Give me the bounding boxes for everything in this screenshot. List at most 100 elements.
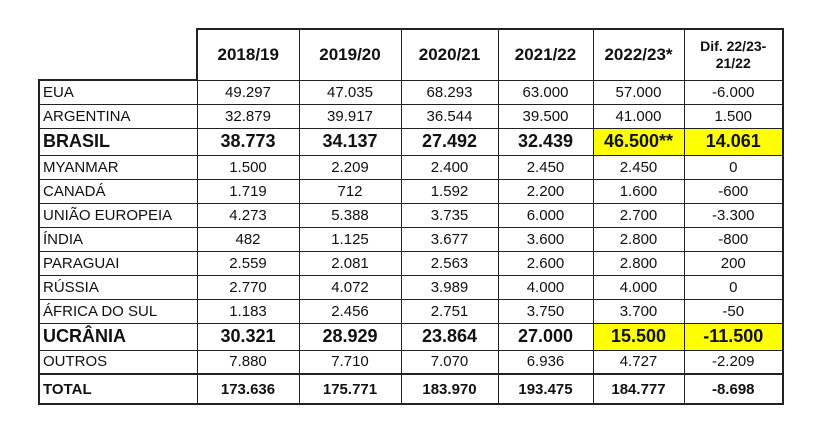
value-cell: 2.600 xyxy=(497,250,594,276)
country-label: ÍNDIA xyxy=(38,226,198,252)
value-cell: -50 xyxy=(683,298,784,324)
value-cell: 2.456 xyxy=(298,298,402,324)
value-cell: 5.388 xyxy=(298,202,402,228)
value-cell: 6.936 xyxy=(497,349,594,375)
value-cell: 2.800 xyxy=(592,226,685,252)
table-row: ÍNDIA 482 1.125 3.677 3.600 2.800 -800 xyxy=(38,226,784,252)
value-cell: 27.492 xyxy=(400,127,499,156)
value-cell: 2.700 xyxy=(592,202,685,228)
value-cell: 0 xyxy=(683,274,784,300)
country-label: PARAGUAI xyxy=(38,250,198,276)
value-cell: 32.439 xyxy=(497,127,594,156)
value-cell: 38.773 xyxy=(196,127,300,156)
value-cell: 36.544 xyxy=(400,103,499,129)
table-row: RÚSSIA 2.770 4.072 3.989 4.000 4.000 0 xyxy=(38,274,784,300)
header-2022-23: 2022/23* xyxy=(592,28,685,81)
value-cell: 175.771 xyxy=(298,373,402,405)
table-row: UCRÂNIA 30.321 28.929 23.864 27.000 15.500 -11… xyxy=(38,322,784,351)
value-cell: 6.000 xyxy=(497,202,594,228)
value-cell: 1.500 xyxy=(683,103,784,129)
value-cell: 3.750 xyxy=(497,298,594,324)
value-cell: 7.880 xyxy=(196,349,300,375)
table-row: OUTROS 7.880 7.710 7.070 6.936 4.727 -2.209 xyxy=(38,349,784,375)
value-cell: 2.450 xyxy=(497,154,594,180)
country-label: ARGENTINA xyxy=(38,103,198,129)
header-2018-19: 2018/19 xyxy=(196,28,300,81)
header-2019-20: 2019/20 xyxy=(298,28,402,81)
value-cell: 39.500 xyxy=(497,103,594,129)
header-2020-21: 2020/21 xyxy=(400,28,499,81)
value-cell: -2.209 xyxy=(683,349,784,375)
value-cell: 2.770 xyxy=(196,274,300,300)
header-diff: Dif. 22/23-21/22 xyxy=(683,28,784,81)
value-cell: -3.300 xyxy=(683,202,784,228)
value-cell: 30.321 xyxy=(196,322,300,351)
value-cell: 46.500** xyxy=(592,127,685,156)
value-cell: 2.563 xyxy=(400,250,499,276)
value-cell: 193.475 xyxy=(497,373,594,405)
value-cell: 15.500 xyxy=(592,322,685,351)
production-table: 2018/19 2019/20 2020/21 2021/22 2022/23*… xyxy=(38,28,784,405)
value-cell: 47.035 xyxy=(298,79,402,105)
value-cell: -6.000 xyxy=(683,79,784,105)
value-cell: 2.400 xyxy=(400,154,499,180)
value-cell: 1.719 xyxy=(196,178,300,204)
table-row: UNIÃO EUROPEIA 4.273 5.388 3.735 6.000 2.700-… xyxy=(38,202,784,228)
header-2021-22: 2021/22 xyxy=(497,28,594,81)
value-cell: 1.592 xyxy=(400,178,499,204)
value-cell: 34.137 xyxy=(298,127,402,156)
value-cell: 1.500 xyxy=(196,154,300,180)
value-cell: 3.677 xyxy=(400,226,499,252)
value-cell: 32.879 xyxy=(196,103,300,129)
value-cell: 3.600 xyxy=(497,226,594,252)
country-label: MYANMAR xyxy=(38,154,198,180)
value-cell: -8.698 xyxy=(683,373,784,405)
table-row: BRASIL 38.773 34.137 27.492 32.439 46.500** 14… xyxy=(38,127,784,156)
value-cell: 183.970 xyxy=(400,373,499,405)
value-cell: 2.081 xyxy=(298,250,402,276)
value-cell: 2.559 xyxy=(196,250,300,276)
value-cell: 2.800 xyxy=(592,250,685,276)
value-cell: 3.735 xyxy=(400,202,499,228)
value-cell: 39.917 xyxy=(298,103,402,129)
value-cell: 1.183 xyxy=(196,298,300,324)
table-row: ÁFRICA DO SUL 1.183 2.456 2.751 3.750 3.700 -5… xyxy=(38,298,784,324)
value-cell: 4.273 xyxy=(196,202,300,228)
value-cell: 712 xyxy=(298,178,402,204)
value-cell: 4.727 xyxy=(592,349,685,375)
value-cell: 200 xyxy=(683,250,784,276)
value-cell: 23.864 xyxy=(400,322,499,351)
value-cell: 7.710 xyxy=(298,349,402,375)
country-label: UNIÃO EUROPEIA xyxy=(38,202,198,228)
value-cell: 4.000 xyxy=(592,274,685,300)
value-cell: 482 xyxy=(196,226,300,252)
country-label: OUTROS xyxy=(38,349,198,375)
value-cell: 3.700 xyxy=(592,298,685,324)
country-label: RÚSSIA xyxy=(38,274,198,300)
country-label: EUA xyxy=(38,79,198,105)
value-cell: 2.209 xyxy=(298,154,402,180)
value-cell: 4.072 xyxy=(298,274,402,300)
table-row: TOTAL 173.636 175.771 183.970 193.475 184.777… xyxy=(38,373,784,405)
value-cell: 2.200 xyxy=(497,178,594,204)
country-label: ÁFRICA DO SUL xyxy=(38,298,198,324)
table-row: PARAGUAI 2.559 2.081 2.563 2.600 2.800 200 xyxy=(38,250,784,276)
value-cell: -600 xyxy=(683,178,784,204)
table-row: EUA 49.297 47.035 68.293 63.000 57.000 -6.000 xyxy=(38,79,784,105)
country-label: UCRÂNIA xyxy=(38,322,198,351)
value-cell: -11.500 xyxy=(683,322,784,351)
table-row: ARGENTINA 32.879 39.917 36.544 39.500 41.000 1… xyxy=(38,103,784,129)
value-cell: 2.450 xyxy=(592,154,685,180)
value-cell: 4.000 xyxy=(497,274,594,300)
value-cell: 68.293 xyxy=(400,79,499,105)
value-cell: 1.125 xyxy=(298,226,402,252)
value-cell: 57.000 xyxy=(592,79,685,105)
value-cell: 173.636 xyxy=(196,373,300,405)
country-label: CANADÁ xyxy=(38,178,198,204)
header-row: 2018/19 2019/20 2020/21 2021/22 2022/23*… xyxy=(39,28,784,81)
country-label: BRASIL xyxy=(38,127,198,156)
value-cell: 27.000 xyxy=(497,322,594,351)
table-row: CANADÁ 1.719 712 1.592 2.200 1.600 -600 xyxy=(38,178,784,204)
value-cell: 1.600 xyxy=(592,178,685,204)
table-row: MYANMAR 1.500 2.209 2.400 2.450 2.450 0 xyxy=(38,154,784,180)
